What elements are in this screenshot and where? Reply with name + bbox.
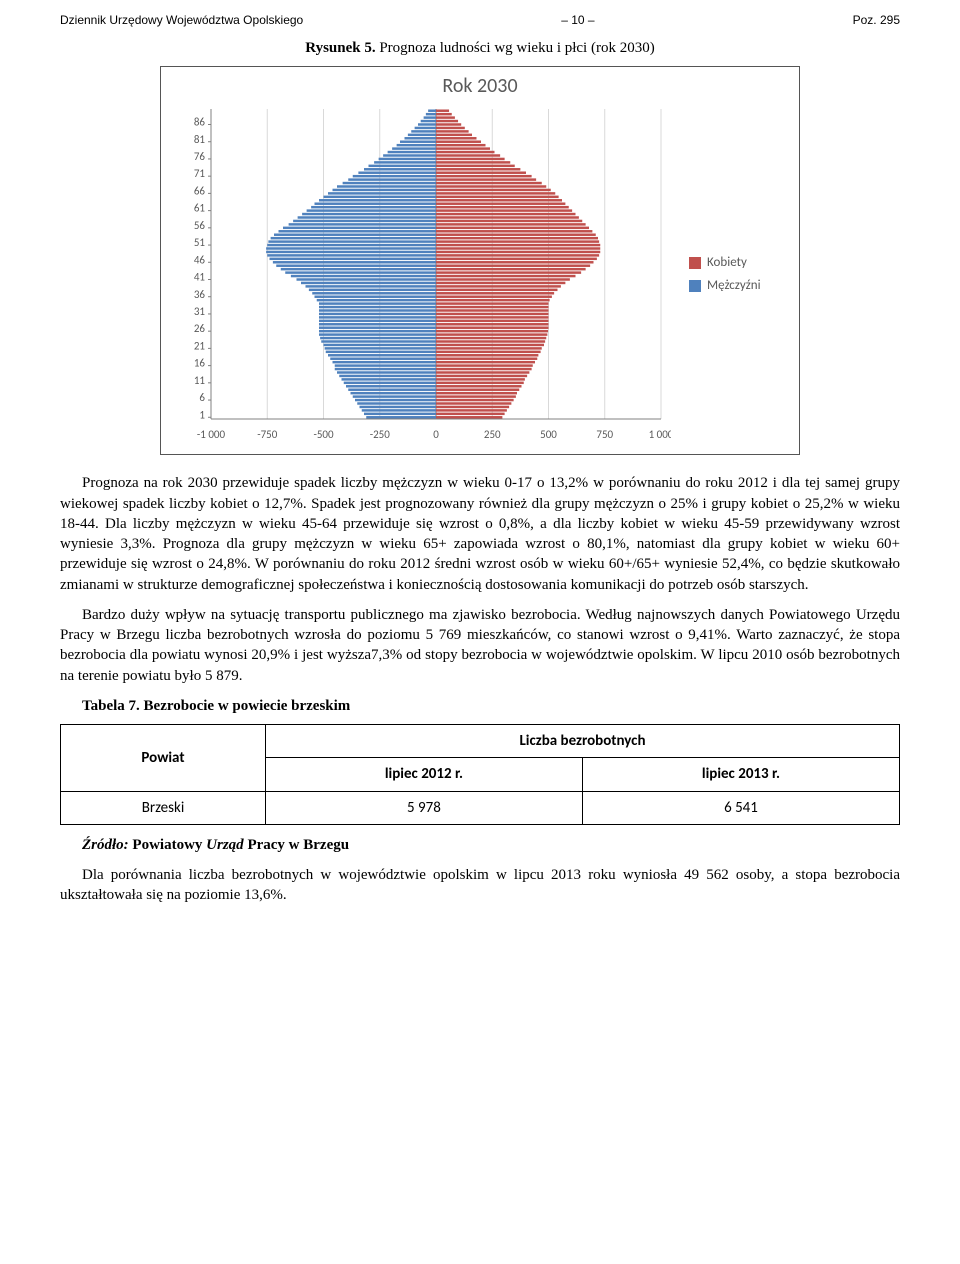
cell-powiat: Brzeski [61,791,266,824]
svg-text:1: 1 [199,409,205,422]
paragraph-2: Bardzo duży wpływ na sytuację transportu… [60,605,900,686]
svg-text:11: 11 [194,374,206,387]
pyramid-svg: -1 000-750-500-25002505007501 0001611162… [171,104,671,444]
paragraph-3: Dla porównania liczba bezrobotnych w woj… [60,865,900,906]
svg-text:46: 46 [194,254,206,267]
chart-title: Rok 2030 [171,73,789,100]
page-header: Dziennik Urzędowy Województwa Opolskiego… [60,12,900,28]
svg-text:36: 36 [194,288,206,301]
unemployment-table: Powiat Liczba bezrobotnych lipiec 2012 r… [60,724,900,825]
svg-text:-500: -500 [313,428,334,441]
table-row: Brzeski 5 978 6 541 [61,791,900,824]
table-header-row-1: Powiat Liczba bezrobotnych [61,725,900,758]
legend-swatch-men [689,280,701,292]
chart-legend: Kobiety Mężczyźni [679,248,789,301]
svg-text:-1 000: -1 000 [197,428,226,441]
svg-text:-250: -250 [370,428,391,441]
col-2013: lipiec 2013 r. [582,758,899,791]
cell-2012: 5 978 [265,791,582,824]
svg-text:21: 21 [194,340,206,353]
svg-text:41: 41 [194,271,206,284]
header-left: Dziennik Urzędowy Województwa Opolskiego [60,12,303,28]
legend-item-women: Kobiety [689,254,789,272]
table-caption-text: Bezrobocie w powiecie brzeskim [140,698,351,714]
figure-caption: Rysunek 5. Prognoza ludności wg wieku i … [60,38,900,58]
svg-text:6: 6 [199,392,205,405]
col-powiat: Powiat [61,725,266,792]
header-right: Poz. 295 [853,12,900,28]
table-source: Źródło: Powiatowy Urząd Pracy w Brzegu [60,835,900,855]
legend-label-men: Mężczyźni [707,277,761,295]
svg-text:61: 61 [194,202,206,215]
paragraph-1: Prognoza na rok 2030 przewiduje spadek l… [60,473,900,595]
svg-text:76: 76 [194,150,206,163]
svg-text:71: 71 [194,168,206,181]
legend-label-women: Kobiety [707,254,747,272]
svg-text:31: 31 [194,305,206,318]
svg-text:86: 86 [194,116,206,129]
svg-text:51: 51 [194,237,206,250]
source-text-2: Urząd [206,837,244,853]
svg-text:81: 81 [194,133,206,146]
svg-text:26: 26 [194,323,206,336]
svg-text:66: 66 [194,185,206,198]
svg-text:250: 250 [484,428,501,441]
header-center: – 10 – [561,12,594,28]
source-label: Źródło: [82,837,132,853]
svg-text:750: 750 [596,428,613,441]
figure-caption-text: Prognoza ludności wg wieku i płci (rok 2… [376,40,655,56]
svg-text:500: 500 [540,428,557,441]
table-caption: Tabela 7. Bezrobocie w powiecie brzeskim [60,696,900,716]
svg-text:16: 16 [194,357,206,370]
col-group: Liczba bezrobotnych [265,725,899,758]
cell-2013: 6 541 [582,791,899,824]
source-text-1: Powiatowy [132,837,206,853]
svg-text:56: 56 [194,219,206,232]
figure-caption-number: Rysunek 5. [305,40,375,56]
svg-text:0: 0 [433,428,439,441]
source-text-3: Pracy w Brzegu [244,837,349,853]
chart-plot-area: -1 000-750-500-25002505007501 0001611162… [171,104,679,444]
pyramid-chart: Rok 2030 -1 000 -750 -500 -250 0 250 500 750 1 0… [160,66,800,455]
table-caption-number: Tabela 7. [82,698,140,714]
legend-swatch-women [689,257,701,269]
col-2012: lipiec 2012 r. [265,758,582,791]
svg-text:-750: -750 [257,428,278,441]
legend-item-men: Mężczyźni [689,277,789,295]
svg-text:1 000: 1 000 [649,428,671,441]
